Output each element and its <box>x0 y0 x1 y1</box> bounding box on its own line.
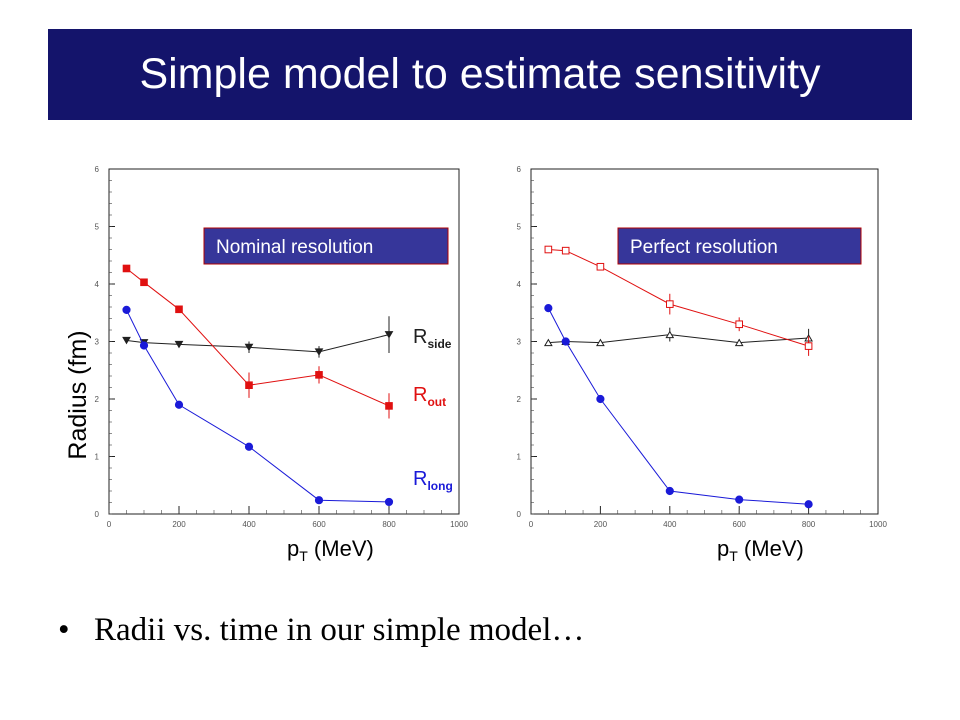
x-tick-label: 0 <box>529 520 534 529</box>
series-r-long: Rlong <box>122 305 453 507</box>
data-point <box>734 338 744 347</box>
data-point <box>596 338 605 347</box>
data-point <box>122 264 131 273</box>
series-line <box>548 334 809 344</box>
chart-1: 0 1 2 3 4 5 6 0 200 400 600 800 1000 Nominal resoluti… <box>64 165 468 564</box>
data-point <box>174 400 184 409</box>
y-tick-label: 0 <box>517 510 522 519</box>
series-r-side <box>543 327 813 348</box>
annotation-box <box>617 227 862 265</box>
slide-title: Simple model to estimate sensitivity <box>139 50 821 98</box>
y-tick-label: 6 <box>517 165 522 174</box>
series-r-out: Rout <box>122 264 446 419</box>
data-point <box>384 497 394 507</box>
y-tick-label: 0 <box>95 510 100 519</box>
data-point <box>561 337 570 346</box>
series-label: Rout <box>413 384 446 409</box>
data-point <box>384 331 394 339</box>
plot-frame <box>108 168 460 515</box>
annotation-text: Perfect resolution <box>630 237 778 258</box>
x-tick-label: 200 <box>594 520 608 529</box>
y-tick-label: 2 <box>95 395 100 404</box>
data-point <box>561 246 570 255</box>
series-label: Rside <box>413 326 452 351</box>
data-point <box>244 442 254 451</box>
chart-2: 0 1 2 3 4 5 6 0 200 400 600 800 1000 Perfect resoluti… <box>517 165 888 564</box>
data-point <box>122 305 131 314</box>
series-r-long <box>544 304 813 509</box>
y-tick-label: 2 <box>517 395 522 404</box>
series-line <box>126 334 390 353</box>
x-tick-label: 0 <box>107 520 112 529</box>
y-tick-label: 3 <box>517 338 522 347</box>
data-point <box>175 305 183 314</box>
x-axis-label: pT (MeV) <box>717 536 804 564</box>
y-tick-label: 5 <box>95 223 100 232</box>
bullet-marker: • <box>58 612 70 648</box>
y-tick-label: 6 <box>95 165 100 174</box>
data-point <box>666 300 674 308</box>
data-point <box>140 278 148 287</box>
series-label: Rlong <box>413 468 453 493</box>
x-axis-label: pT (MeV) <box>287 536 374 564</box>
plot-frame <box>530 168 879 515</box>
data-point <box>543 338 553 347</box>
x-tick-label: 800 <box>802 520 816 529</box>
series-line <box>126 268 390 407</box>
data-point <box>735 320 744 329</box>
data-point <box>314 348 324 356</box>
data-point <box>544 304 553 313</box>
x-tick-label: 400 <box>663 520 677 529</box>
data-point <box>544 245 553 254</box>
data-point <box>804 342 813 350</box>
x-tick-label: 600 <box>312 520 326 529</box>
data-point <box>596 262 605 271</box>
series-r-out <box>544 245 813 356</box>
data-point <box>245 381 253 389</box>
y-tick-label: 4 <box>95 280 100 289</box>
y-tick-label: 1 <box>95 453 100 462</box>
data-point <box>174 340 184 349</box>
data-point <box>665 330 675 339</box>
x-tick-label: 1000 <box>450 520 468 529</box>
x-tick-label: 600 <box>733 520 747 529</box>
annotation-box <box>203 227 449 265</box>
data-point <box>139 341 149 350</box>
bullet-text: Radii vs. time in our simple model… <box>94 612 585 648</box>
y-tick-label: 5 <box>517 223 522 232</box>
y-tick-label: 4 <box>517 280 522 289</box>
x-tick-label: 400 <box>242 520 256 529</box>
data-point <box>314 496 324 505</box>
series-line <box>126 309 390 503</box>
data-point <box>804 500 813 509</box>
data-point <box>665 486 674 496</box>
series-line <box>547 307 809 505</box>
title-bar: Simple model to estimate sensitivity <box>48 29 912 120</box>
data-point <box>596 394 605 404</box>
y-tick-label: 3 <box>95 338 100 347</box>
annotation-text: Nominal resolution <box>216 237 373 258</box>
y-tick-label: 1 <box>517 453 522 462</box>
x-tick-label: 1000 <box>869 520 887 529</box>
data-point <box>315 371 323 379</box>
data-point <box>122 336 131 345</box>
data-point <box>735 495 744 504</box>
series-r-side: Rside <box>122 316 452 358</box>
data-point <box>244 343 254 352</box>
y-axis-label: Radius (fm) <box>64 330 92 459</box>
x-tick-label: 800 <box>382 520 396 529</box>
data-point <box>385 402 393 410</box>
x-tick-label: 200 <box>172 520 186 529</box>
